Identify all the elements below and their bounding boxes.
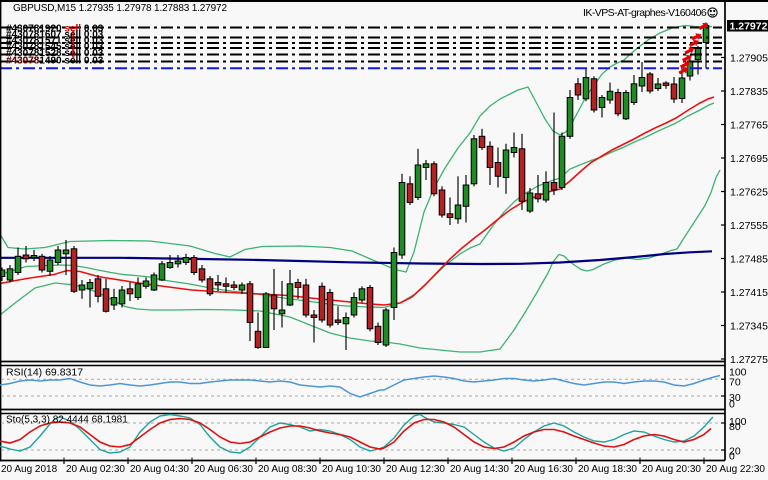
- svg-text:1.27765: 1.27765: [730, 119, 768, 131]
- svg-text:20 Aug 04:30: 20 Aug 04:30: [130, 464, 189, 475]
- svg-text:#430781607 sell 0.03: #430781607 sell 0.03: [6, 30, 104, 41]
- svg-text:20 Aug 10:30: 20 Aug 10:30: [322, 464, 381, 475]
- svg-text:1.27695: 1.27695: [730, 153, 768, 165]
- svg-text:1.27905: 1.27905: [730, 52, 768, 64]
- svg-text:20 Aug 20:30: 20 Aug 20:30: [642, 464, 701, 475]
- svg-text:20 Aug 22:30: 20 Aug 22:30: [706, 464, 765, 475]
- svg-text:1.27485: 1.27485: [730, 253, 768, 265]
- svg-text:GBPUSD,M15 1.27935 1.27978 1.: GBPUSD,M15 1.27935 1.27978 1.27883 1.279…: [13, 3, 227, 14]
- svg-text:1.27972: 1.27972: [730, 20, 768, 32]
- svg-text:20 Aug 08:30: 20 Aug 08:30: [258, 464, 317, 475]
- svg-text:100: 100: [729, 366, 747, 378]
- svg-text:20 Aug 02:30: 20 Aug 02:30: [66, 464, 125, 475]
- svg-text:IK-VPS-AT-graphes-V160406: IK-VPS-AT-graphes-V160406: [583, 7, 707, 19]
- svg-text:20 Aug 06:30: 20 Aug 06:30: [194, 464, 253, 475]
- svg-text:#430781920 sell 0.03: #430781920 sell 0.03: [6, 24, 104, 35]
- svg-text:80: 80: [729, 421, 741, 433]
- svg-text:#430781528 sell 0.03: #430781528 sell 0.03: [6, 48, 104, 59]
- svg-text:#430781571 sell 0.03: #430781571 sell 0.03: [6, 36, 104, 47]
- svg-text:20 Aug 2018: 20 Aug 2018: [1, 464, 58, 475]
- svg-text:RSI(14) 69.8317: RSI(14) 69.8317: [6, 367, 83, 379]
- svg-text:#43078: #43078: [6, 56, 40, 67]
- svg-text:0: 0: [729, 450, 735, 462]
- svg-text:1.27625: 1.27625: [730, 186, 768, 198]
- svg-text:20 Aug 14:30: 20 Aug 14:30: [450, 464, 509, 475]
- svg-text:#430781545 sell 0.03: #430781545 sell 0.03: [6, 42, 104, 53]
- svg-text:30: 30: [729, 392, 741, 404]
- svg-text:1.27345: 1.27345: [730, 320, 768, 332]
- svg-text:1.27415: 1.27415: [730, 287, 768, 299]
- svg-text:Sto(5,3,3) 82.4444 68.1981: Sto(5,3,3) 82.4444 68.1981: [6, 415, 128, 426]
- svg-text:20 Aug 12:30: 20 Aug 12:30: [386, 464, 445, 475]
- svg-text:1.27275: 1.27275: [730, 354, 768, 366]
- svg-text:70: 70: [729, 376, 741, 388]
- svg-text:20 Aug 18:30: 20 Aug 18:30: [578, 464, 637, 475]
- svg-text:100: 100: [729, 416, 747, 428]
- svg-text:#430781490 sell 0.03: #430781490 sell 0.03: [6, 56, 104, 67]
- svg-text:1.27555: 1.27555: [730, 220, 768, 232]
- svg-text:20: 20: [729, 445, 741, 457]
- svg-text:0: 0: [729, 398, 735, 410]
- svg-text:20 Aug 16:30: 20 Aug 16:30: [514, 464, 573, 475]
- svg-text:1.27835: 1.27835: [730, 86, 768, 98]
